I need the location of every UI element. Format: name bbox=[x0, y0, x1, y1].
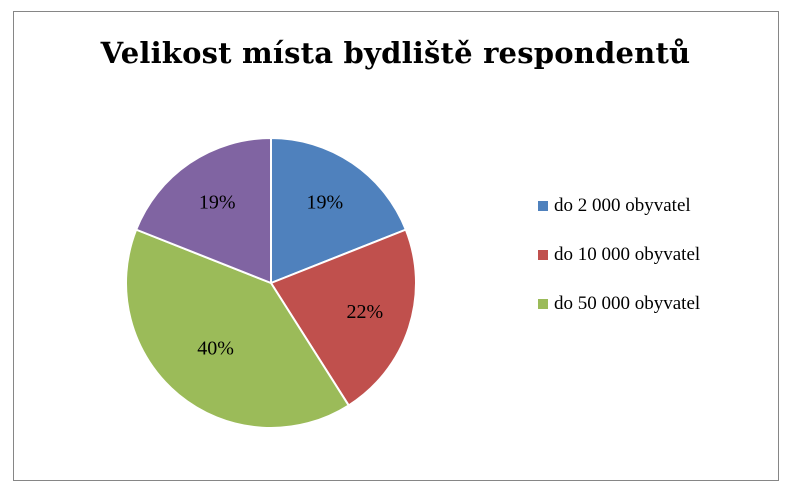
data-label-1: 22% bbox=[346, 301, 383, 323]
chart-title: Velikost místa bydliště respondentů bbox=[100, 36, 691, 70]
pie-slice-3 bbox=[134, 136, 272, 285]
data-label-3: 19% bbox=[199, 191, 236, 213]
legend-item-1: do 10 000 obyvatel bbox=[538, 241, 700, 268]
pie-slice-1 bbox=[269, 228, 417, 407]
legend-label-0: do 2 000 obyvatel bbox=[554, 194, 691, 216]
pie-slice-0 bbox=[270, 136, 408, 285]
legend-swatch-1 bbox=[538, 249, 548, 260]
legend-swatch-2 bbox=[538, 298, 548, 309]
legend-item-2: do 50 000 obyvatel bbox=[538, 290, 700, 317]
legend-label-2: do 50 000 obyvatel bbox=[554, 292, 701, 314]
legend-label-1: do 10 000 obyvatel bbox=[554, 243, 701, 265]
legend: do 2 000 obyvatel do 10 000 obyvatel do … bbox=[538, 192, 700, 339]
pie-slice-2 bbox=[125, 228, 351, 429]
legend-swatch-0 bbox=[538, 200, 548, 211]
data-label-2: 40% bbox=[197, 338, 234, 360]
legend-item-0: do 2 000 obyvatel bbox=[538, 192, 700, 219]
data-label-0: 19% bbox=[306, 191, 343, 213]
